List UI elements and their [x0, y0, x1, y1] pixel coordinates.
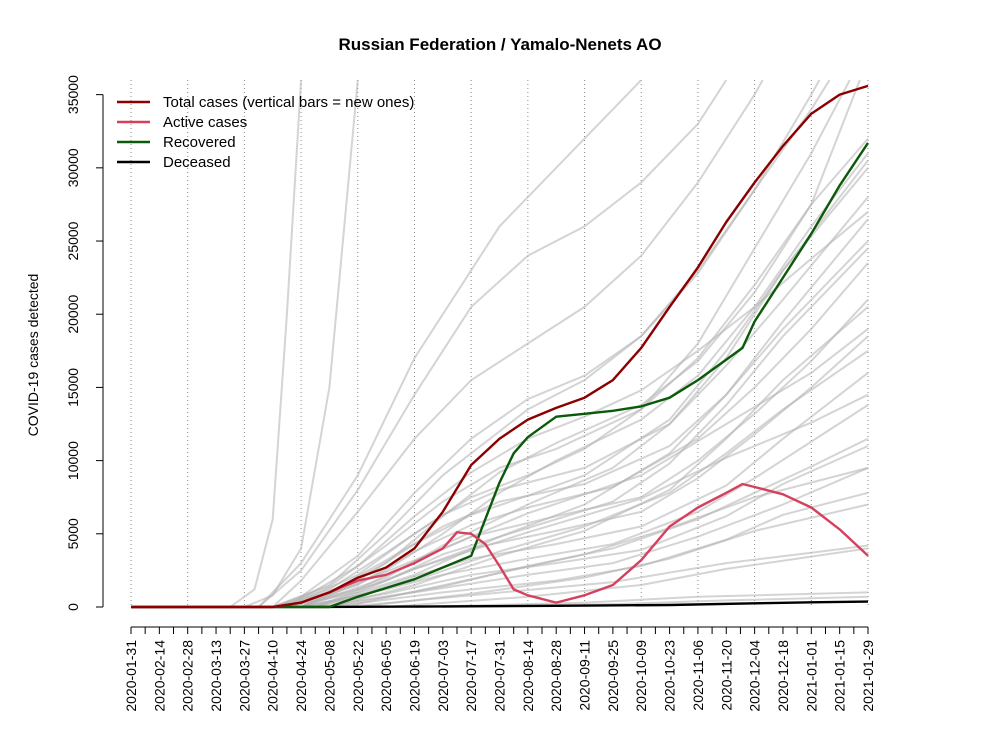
- x-tick-label-13: 2020-07-31: [492, 640, 508, 712]
- y-tick-label-6: 30000: [65, 148, 81, 187]
- background-line-33: [314, 393, 869, 608]
- legend: Total cases (vertical bars = new ones) Ac…: [117, 94, 414, 171]
- y-tick-label-1: 5000: [65, 518, 81, 549]
- main-series: [130, 84, 869, 609]
- y-axis-label: COVID-19 cases detected: [25, 274, 41, 437]
- x-tick-label-26: 2021-01-29: [860, 640, 876, 712]
- x-tick-label-11: 2020-07-03: [435, 640, 451, 712]
- x-tick-label-20: 2020-11-06: [690, 640, 706, 711]
- x-tick-label-7: 2020-05-08: [321, 640, 337, 712]
- background-line-19: [314, 218, 869, 608]
- x-tick-label-21: 2020-11-20: [718, 640, 734, 711]
- y-tick-label-2: 10000: [65, 441, 81, 480]
- date-gridlines: [130, 80, 869, 607]
- series-line-3: [130, 600, 869, 609]
- legend-label-3: Deceased: [163, 154, 231, 171]
- y-tick-label-3: 15000: [65, 368, 81, 407]
- x-tick-label-6: 2020-04-24: [293, 640, 309, 712]
- background-line-36: [286, 80, 821, 608]
- x-axis: 2020-01-31 2020-02-14 2020-02-28 2020-03-13…: [123, 626, 876, 712]
- background-line-35: [272, 80, 764, 608]
- legend-label-2: Recovered: [163, 134, 236, 151]
- x-tick-label-1: 2020-02-14: [151, 640, 167, 712]
- series-line-2: [131, 142, 869, 609]
- background-series: [229, 80, 869, 608]
- legend-label-0: Total cases (vertical bars = new ones): [163, 94, 414, 111]
- x-tick-label-3: 2020-03-13: [208, 640, 224, 712]
- y-tick-label-5: 25000: [65, 221, 81, 260]
- x-tick-label-17: 2020-09-25: [605, 640, 621, 712]
- x-tick-label-16: 2020-09-11: [577, 640, 593, 711]
- background-line-30: [300, 80, 861, 608]
- x-tick-label-9: 2020-06-05: [378, 640, 394, 712]
- background-line-3: [257, 80, 728, 608]
- background-line-0: [229, 80, 303, 608]
- x-tick-label-23: 2020-12-18: [775, 640, 791, 712]
- x-tick-label-8: 2020-05-22: [350, 640, 366, 712]
- y-axis: 0 5000 10000 15000 20000 25000 30000 35000: [65, 75, 104, 611]
- x-tick-label-18: 2020-10-09: [633, 640, 649, 712]
- series-line-1: [131, 482, 869, 609]
- x-tick-label-22: 2020-12-04: [747, 640, 763, 712]
- background-line-26: [357, 503, 869, 608]
- background-line-4: [272, 80, 831, 608]
- background-line-7: [272, 240, 869, 608]
- legend-label-1: Active cases: [163, 114, 247, 131]
- x-tick-label-12: 2020-07-17: [463, 640, 479, 712]
- background-line-21: [286, 80, 851, 608]
- background-line-6: [272, 196, 869, 608]
- background-line-1: [244, 80, 359, 608]
- x-tick-label-25: 2021-01-15: [832, 640, 848, 712]
- background-line-11: [300, 372, 869, 608]
- background-line-27: [386, 547, 869, 608]
- x-tick-label-4: 2020-03-27: [236, 640, 252, 712]
- y-tick-label-0: 0: [65, 603, 81, 611]
- y-tick-label-4: 20000: [65, 295, 81, 334]
- chart-title: Russian Federation / Yamalo-Nenets AO: [338, 35, 661, 54]
- x-tick-label-10: 2020-06-19: [407, 640, 423, 712]
- y-tick-label-7: 35000: [65, 75, 81, 114]
- x-tick-label-0: 2020-01-31: [123, 640, 139, 712]
- background-line-5: [272, 137, 869, 608]
- x-tick-label-15: 2020-08-28: [548, 640, 564, 712]
- x-tick-label-19: 2020-10-23: [662, 640, 678, 712]
- background-line-24: [315, 349, 869, 608]
- x-tick-label-14: 2020-08-14: [520, 640, 536, 712]
- x-tick-label-2: 2020-02-28: [180, 640, 196, 712]
- series-line-0: [131, 84, 869, 609]
- x-tick-label-5: 2020-04-10: [265, 640, 281, 712]
- background-line-13: [300, 445, 869, 608]
- background-line-12: [300, 404, 869, 608]
- background-line-28: [414, 591, 869, 608]
- x-tick-label-24: 2021-01-01: [803, 640, 819, 712]
- background-line-2: [257, 80, 642, 608]
- background-line-32: [300, 328, 869, 608]
